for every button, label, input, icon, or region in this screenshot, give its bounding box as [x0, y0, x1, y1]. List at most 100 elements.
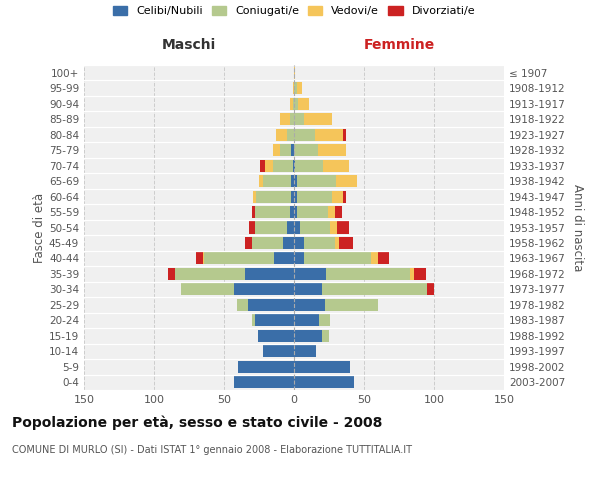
Bar	[252, 237, 283, 249]
Bar	[297, 190, 332, 202]
Bar	[273, 160, 293, 172]
Bar	[331, 222, 337, 234]
Bar	[265, 160, 273, 172]
Bar	[415, 268, 425, 280]
Bar	[245, 268, 294, 280]
Bar	[291, 175, 294, 187]
Bar	[290, 206, 294, 218]
Text: COMUNE DI MURLO (SI) - Dati ISTAT 1° gennaio 2008 - Elaborazione TUTTITALIA.IT: COMUNE DI MURLO (SI) - Dati ISTAT 1° gen…	[12, 445, 412, 455]
Bar	[326, 268, 410, 280]
Bar	[337, 222, 349, 234]
Text: Femmine: Femmine	[364, 38, 434, 52]
Bar	[322, 284, 427, 296]
Y-axis label: Fasce di età: Fasce di età	[33, 192, 46, 262]
Bar	[304, 113, 332, 125]
Bar	[181, 284, 234, 296]
Bar	[259, 175, 263, 187]
Bar	[245, 237, 252, 249]
Bar	[293, 82, 294, 94]
Bar	[291, 190, 294, 202]
Bar	[287, 222, 294, 234]
Bar	[335, 206, 341, 218]
Bar	[263, 346, 294, 358]
Bar	[294, 376, 354, 388]
Bar	[304, 237, 335, 249]
Bar	[294, 314, 319, 326]
Bar	[322, 330, 329, 342]
Bar	[294, 66, 295, 79]
Bar	[297, 82, 302, 94]
Bar	[294, 160, 295, 172]
Bar	[378, 252, 389, 264]
Legend: Celibi/Nubili, Coniugati/e, Vedovi/e, Divorziati/e: Celibi/Nubili, Coniugati/e, Vedovi/e, Di…	[113, 6, 475, 16]
Bar	[318, 144, 346, 156]
Bar	[294, 284, 322, 296]
Bar	[294, 361, 350, 373]
Bar	[276, 128, 287, 140]
Bar	[294, 98, 298, 110]
Bar	[168, 268, 175, 280]
Bar	[294, 330, 322, 342]
Bar	[332, 190, 343, 202]
Bar	[294, 128, 315, 140]
Bar	[238, 361, 294, 373]
Bar	[294, 175, 297, 187]
Bar	[315, 128, 343, 140]
Bar	[263, 175, 291, 187]
Bar	[234, 284, 294, 296]
Bar	[294, 222, 299, 234]
Bar	[339, 237, 353, 249]
Bar	[249, 222, 255, 234]
Bar	[294, 82, 297, 94]
Bar	[343, 128, 346, 140]
Bar	[293, 160, 294, 172]
Bar	[295, 160, 323, 172]
Text: Maschi: Maschi	[162, 38, 216, 52]
Bar	[175, 268, 245, 280]
Bar	[294, 299, 325, 311]
Bar	[343, 190, 346, 202]
Bar	[294, 268, 326, 280]
Bar	[248, 299, 294, 311]
Bar	[294, 206, 297, 218]
Bar	[297, 206, 328, 218]
Bar	[256, 190, 291, 202]
Bar	[290, 98, 293, 110]
Bar	[294, 237, 304, 249]
Bar	[294, 144, 318, 156]
Bar	[304, 252, 371, 264]
Y-axis label: Anni di nascita: Anni di nascita	[571, 184, 584, 271]
Bar	[328, 206, 335, 218]
Bar	[280, 144, 291, 156]
Bar	[323, 160, 349, 172]
Bar	[283, 237, 294, 249]
Bar	[257, 330, 294, 342]
Bar	[252, 314, 255, 326]
Bar	[236, 299, 248, 311]
Bar	[293, 98, 294, 110]
Bar	[273, 144, 280, 156]
Bar	[298, 98, 310, 110]
Text: Popolazione per età, sesso e stato civile - 2008: Popolazione per età, sesso e stato civil…	[12, 415, 382, 430]
Bar	[196, 252, 203, 264]
Bar	[274, 252, 294, 264]
Bar	[325, 299, 378, 311]
Bar	[255, 206, 290, 218]
Bar	[205, 252, 274, 264]
Bar	[260, 160, 265, 172]
Bar	[234, 376, 294, 388]
Bar	[287, 128, 294, 140]
Bar	[297, 175, 336, 187]
Bar	[299, 222, 331, 234]
Bar	[253, 190, 256, 202]
Bar	[294, 346, 316, 358]
Bar	[294, 252, 304, 264]
Bar	[255, 314, 294, 326]
Bar	[410, 268, 415, 280]
Bar	[290, 113, 294, 125]
Bar	[252, 206, 255, 218]
Bar	[319, 314, 331, 326]
Bar	[371, 252, 378, 264]
Bar	[294, 113, 304, 125]
Bar	[291, 144, 294, 156]
